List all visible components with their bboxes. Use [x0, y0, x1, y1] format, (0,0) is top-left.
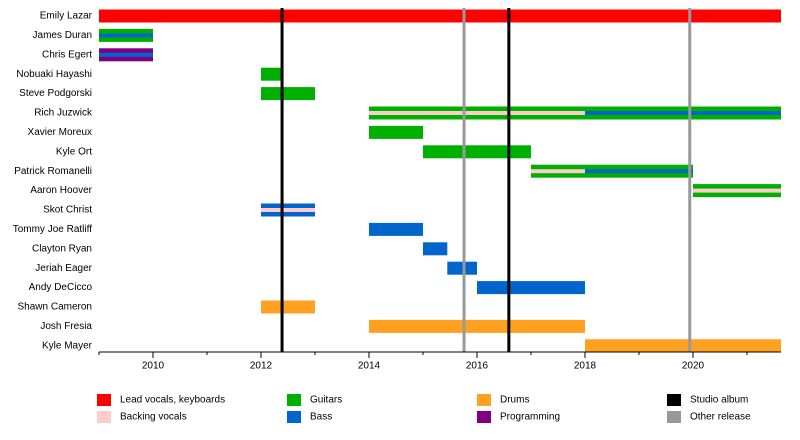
bar-primary [99, 9, 781, 23]
member-label: Chris Egert [42, 49, 92, 60]
legend-swatch [667, 411, 681, 423]
member-bar [368, 319, 585, 333]
member-bar [584, 106, 781, 120]
member-bar [476, 281, 585, 295]
bar-primary [260, 87, 315, 101]
legend-label: Drums [500, 395, 529, 406]
member-bar [422, 145, 531, 159]
member-label: Xavier Moreux [28, 127, 92, 138]
bar-primary [476, 281, 585, 295]
member-bar [584, 164, 693, 178]
member-bar [99, 28, 153, 42]
x-tick-label: 2010 [142, 361, 165, 372]
x-tick-label: 2018 [574, 361, 597, 372]
member-label: Skot Christ [43, 205, 92, 216]
member-label: Emily Lazar [40, 11, 93, 22]
member-bar [368, 125, 423, 139]
member-label: Shawn Cameron [18, 302, 92, 313]
legend-swatch [287, 411, 301, 423]
x-tick-label: 2014 [358, 361, 381, 372]
bar-stripe [584, 169, 693, 174]
bar-primary [422, 242, 448, 256]
member-bar [530, 164, 585, 178]
bar-primary [584, 339, 781, 353]
bar-primary [422, 145, 531, 159]
member-bar [260, 300, 315, 314]
bar-primary [368, 319, 585, 333]
legend-label: Programming [500, 412, 560, 423]
member-label: Kyle Mayer [42, 340, 93, 351]
member-label: James Duran [33, 30, 92, 41]
member-label: Steve Podgorski [19, 88, 92, 99]
legend-label: Guitars [310, 395, 342, 406]
member-bar [260, 87, 315, 101]
member-label: Aaron Hoover [30, 185, 92, 196]
bar-stripe [692, 188, 781, 193]
legend-swatch [477, 394, 491, 406]
legend-swatch [477, 411, 491, 423]
legend-swatch [287, 394, 301, 406]
member-bar [422, 242, 448, 256]
member-bar [692, 184, 781, 198]
bar-primary [260, 67, 283, 81]
member-bar [260, 67, 283, 81]
member-bar [368, 222, 423, 236]
member-bar [99, 9, 781, 23]
member-label: Andy DeCicco [29, 282, 93, 293]
bar-primary [368, 222, 423, 236]
member-bar [99, 48, 153, 62]
legend-swatch [97, 394, 111, 406]
bar-stripe [530, 169, 585, 174]
member-label: Kyle Ort [56, 146, 92, 157]
bar-stripe [368, 111, 585, 115]
member-label: Tommy Joe Ratliff [13, 224, 93, 235]
bar-primary [368, 125, 423, 139]
bar-primary [260, 300, 315, 314]
member-bar [447, 261, 477, 275]
legend-label: Other release [690, 412, 751, 423]
member-label: Josh Fresia [40, 321, 92, 332]
legend-swatch [97, 411, 111, 423]
legend-label: Lead vocals, keyboards [120, 395, 225, 406]
member-label: Patrick Romanelli [14, 166, 92, 177]
legend-label: Studio album [690, 395, 748, 406]
member-label: Clayton Ryan [32, 243, 92, 254]
x-tick-label: 2012 [250, 361, 273, 372]
member-bar [368, 106, 585, 120]
bar-stripe [584, 111, 781, 115]
bar-stripe [99, 52, 153, 57]
legend-swatch [667, 394, 681, 406]
bar-stripe [260, 208, 315, 212]
member-bar [260, 203, 315, 217]
bar-stripe [99, 33, 153, 38]
member-label: Rich Juzwick [34, 108, 93, 119]
member-label: Jeriah Eager [35, 263, 92, 274]
member-bar [584, 339, 781, 353]
bar-primary [447, 261, 477, 275]
legend-label: Backing vocals [120, 412, 187, 423]
legend-label: Bass [310, 412, 332, 423]
member-label: Nobuaki Hayashi [16, 69, 92, 80]
x-tick-label: 2016 [466, 361, 489, 372]
x-tick-label: 2020 [682, 361, 705, 372]
